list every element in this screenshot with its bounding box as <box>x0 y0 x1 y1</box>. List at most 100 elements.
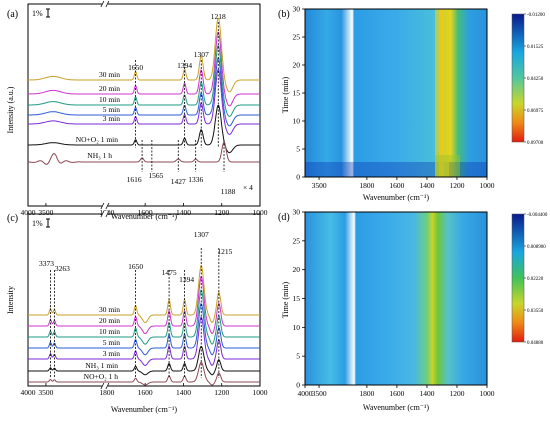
panel-d-colorbar-tick-label: -0.004400 <box>527 213 548 218</box>
panel-d-colorbar <box>511 213 525 343</box>
panel-b-label: (b) <box>278 9 290 20</box>
panel-c-peak-label: 1475 <box>162 268 177 277</box>
panel-a-series-line <box>27 141 260 165</box>
panel-c-xtick-label: 4000 <box>21 388 36 397</box>
panel-c-xtick-label: 3500 <box>38 388 53 397</box>
panel-a-spectra: (a) 1% Intensity (a.u.) Wavenumber (cm⁻¹… <box>6 0 268 221</box>
panel-c-scale-bar: 1% <box>32 219 43 228</box>
panel-d-ytick-label: 30 <box>293 208 301 217</box>
panel-c-peak-label: 3263 <box>55 264 70 273</box>
panel-a-peak-label: 1307 <box>194 50 209 59</box>
panel-c-peak-label: 1650 <box>128 262 143 271</box>
panel-b-xtick-label: 1800 <box>359 181 374 190</box>
panel-b-ylabel: Time (min) <box>281 76 290 113</box>
panel-b-xtick-label: 3500 <box>312 181 327 190</box>
panel-c-xtick-label: 1800 <box>99 388 114 397</box>
panel-a-peak-label: 1188 <box>221 187 236 196</box>
panel-a-peak-label: 1218 <box>211 12 226 21</box>
panel-a-xtick-label: 3500 <box>38 208 53 217</box>
panel-c-peak-label: 1215 <box>217 247 232 256</box>
panel-a-series-line <box>28 69 260 135</box>
panel-b-xtick-label: 1600 <box>389 181 404 190</box>
panel-b-ytick-label: 5 <box>296 145 300 154</box>
panel-a-scale-bar: 1% <box>32 9 43 18</box>
panel-a-label: (a) <box>7 9 18 20</box>
panel-a-xtick-label: 4000 <box>21 208 36 217</box>
panel-a-series-line <box>28 45 260 117</box>
panel-b-colorbar-tick-label: -0.01200 <box>527 13 545 18</box>
panel-b-ytick-label: 25 <box>293 33 301 42</box>
panel-c-series-line <box>28 264 260 324</box>
panel-c-peak-label: 1307 <box>194 230 209 239</box>
panel-a-series-line <box>28 31 260 107</box>
panel-d-heatmap-image <box>305 212 487 385</box>
panel-a-series-label: NO+O₂ 1 min <box>76 135 119 144</box>
panel-c-series-label: 3 min <box>103 349 121 358</box>
panel-d-ytick-label: 10 <box>293 323 301 332</box>
panel-c-series-line <box>28 302 260 356</box>
panel-d-xtick-label: 3500 <box>312 389 327 398</box>
panel-a-series-label: NH₃ 1 h <box>87 151 112 160</box>
panel-a-series-label: 20 min <box>99 84 120 93</box>
panel-c-label: (c) <box>7 213 18 224</box>
panel-b-ytick-label: 15 <box>293 89 301 98</box>
panel-a-peak-label: 1616 <box>127 175 142 184</box>
panel-c-series-line <box>28 316 260 367</box>
panel-c-series-line <box>28 289 260 345</box>
panel-a-xtick-label: 1600 <box>138 208 153 217</box>
panel-b-ytick-label: 10 <box>293 117 301 126</box>
panel-c-peak-label: 3373 <box>39 259 54 268</box>
panel-d-ylabel: Time (min) <box>281 281 290 318</box>
panel-d-ytick-label: 25 <box>293 236 301 245</box>
panel-c-series-label: 10 min <box>99 327 120 336</box>
panel-b-heatmap-image <box>305 9 487 177</box>
panel-b-colorbar-tick-label: 0.09700 <box>527 141 544 146</box>
panel-d-colorbar-tick-label: 0.03550 <box>527 309 544 314</box>
panel-d-label: (d) <box>278 212 290 223</box>
panel-a-xtick-label: 1000 <box>253 208 268 217</box>
panel-d-xtick-label: 4000 <box>298 389 313 398</box>
panel-c-ylabel: Intensity <box>6 286 15 314</box>
panel-c-xtick-label: 1000 <box>253 388 268 397</box>
panel-c-series-label: 30 min <box>99 305 120 314</box>
panel-d-ytick-label: 15 <box>293 294 301 303</box>
panel-b-ytick-label: 20 <box>293 61 301 70</box>
panel-d-heatmap: (d) Time (min) Wavenumber (cm⁻¹) 4000 350… <box>278 208 548 413</box>
panel-d-xtick-label: 1000 <box>480 389 495 398</box>
panel-a-peak-label: 1565 <box>148 171 163 180</box>
panel-d-xtick-label: 1600 <box>389 389 404 398</box>
panel-c-xtick-label: 1200 <box>214 388 229 397</box>
panel-c-xlabel: Wavenumber (cm⁻¹) <box>111 405 178 414</box>
panel-a-series-label: 3 min <box>103 114 121 123</box>
panel-b-ytick-label: 30 <box>293 5 301 14</box>
panel-b-colorbar <box>511 13 525 143</box>
panel-d-ytick-label: 0 <box>296 381 300 390</box>
panel-d-colorbar-tick-label: 0.02220 <box>527 277 544 282</box>
panel-d-ytick-label: 5 <box>296 352 300 361</box>
panel-a-series-label: 5 min <box>103 105 121 114</box>
panel-a-ylabel: Intensity (a.u.) <box>6 86 15 133</box>
panel-c-series-line <box>28 345 260 376</box>
panel-d-colorbar-tick-label: 0.008900 <box>527 245 546 250</box>
panel-a-xtick-label: 1400 <box>176 208 191 217</box>
panel-a-series-line <box>28 17 260 93</box>
panel-c-series-label: NH₃ 1 min <box>85 361 118 370</box>
panel-d-xlabel: Wavenumber (cm⁻¹) <box>363 403 430 412</box>
panel-a-xlabel: Wavenumber (cm⁻¹) <box>111 212 178 221</box>
panel-b-colorbar-tick-label: 0.04250 <box>527 77 544 82</box>
panel-c-series-label: 5 min <box>103 338 121 347</box>
panel-a-peak-label: 1394 <box>177 61 192 70</box>
panel-b-colorbar-tick-label: 0.01525 <box>527 45 544 50</box>
panel-a-xtick-label: 1200 <box>214 208 229 217</box>
panel-a-multiplier-label: × 4 <box>243 183 253 192</box>
panel-c-xtick-label: 1400 <box>176 388 191 397</box>
panel-a-series-line <box>28 105 260 154</box>
panel-c-xtick-label: 1600 <box>138 388 153 397</box>
panel-d-ytick-label: 20 <box>293 265 301 274</box>
panel-d-xtick-label: 1400 <box>419 389 434 398</box>
panel-d-xtick-label: 1800 <box>359 389 374 398</box>
panel-a-series-label: 10 min <box>99 95 120 104</box>
panel-c-series-label: NO+O₂ 1 h <box>84 372 119 381</box>
panel-c-peak-label: 1394 <box>179 275 194 284</box>
